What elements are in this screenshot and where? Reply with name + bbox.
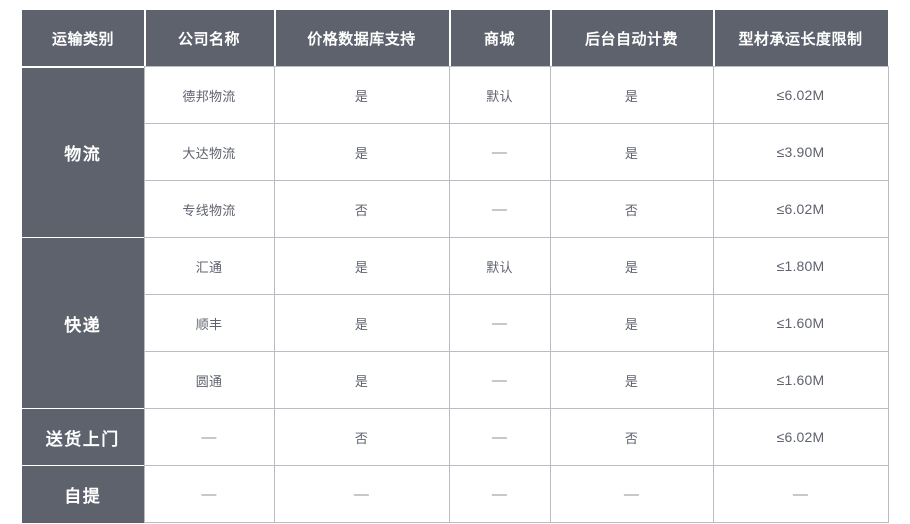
- cell-price-db-support: 是: [273, 66, 450, 124]
- cell-price-db-support: 否: [273, 408, 450, 466]
- cell-price-db-support: 是: [273, 351, 450, 409]
- table-header-row: 运输类别 公司名称 价格数据库支持 商城 后台自动计费 型材承运长度限制: [22, 10, 888, 67]
- cell-mall: —: [448, 465, 551, 523]
- cell-auto-billing: —: [549, 465, 714, 523]
- table-row: 大达物流是 — 是 ≤3.90M: [22, 123, 889, 181]
- cell-auto-billing: 是: [549, 123, 714, 181]
- cell-mall: 默认: [448, 237, 551, 295]
- cell-length-limit: ≤1.60M: [712, 351, 889, 409]
- cell-auto-billing: 是: [549, 351, 714, 409]
- category-cell-2: 快递: [22, 237, 144, 410]
- cell-length-limit: ≤6.02M: [712, 180, 889, 238]
- cell-company-name: 圆通: [143, 351, 275, 409]
- column-header-auto-billing: 后台自动计费: [550, 10, 713, 67]
- cell-mall: —: [448, 294, 551, 352]
- comparison-table-container: 运输类别 公司名称 价格数据库支持 商城 后台自动计费 型材承运长度限制 物流德…: [22, 10, 889, 523]
- cell-auto-billing: 是: [549, 237, 714, 295]
- column-header-mall: 商城: [449, 10, 550, 67]
- cell-length-limit: —: [712, 465, 889, 523]
- category-cell-4: 自提: [22, 465, 144, 523]
- category-cell-3: 送货上门: [22, 408, 144, 467]
- cell-company-name: 德邦物流: [143, 66, 275, 124]
- table-row: 自提 — — — — —: [22, 465, 889, 523]
- column-header-length-limit: 型材承运长度限制: [713, 10, 888, 67]
- table-row: 顺丰是 — 是 ≤1.60M: [22, 294, 889, 352]
- cell-company-name: 汇通: [143, 237, 275, 295]
- cell-auto-billing: 否: [549, 180, 714, 238]
- cell-auto-billing: 是: [549, 294, 714, 352]
- column-header-category: 运输类别: [22, 10, 144, 67]
- cell-mall: —: [448, 123, 551, 181]
- cell-mall: —: [448, 408, 551, 466]
- cell-length-limit: ≤3.90M: [712, 123, 889, 181]
- column-header-price-db: 价格数据库支持: [274, 10, 449, 67]
- cell-length-limit: ≤6.02M: [712, 66, 889, 124]
- cell-mall: —: [448, 351, 551, 409]
- table-body: 物流 德邦物流是默认是 ≤6.02M 大达物流是 — 是 ≤3.90M 专线物流否 — 否 ≤6.0…: [22, 65, 889, 523]
- table-header: 运输类别 公司名称 价格数据库支持 商城 后台自动计费 型材承运长度限制: [22, 10, 888, 67]
- category-cell-1: 物流: [22, 65, 144, 239]
- table-row: 圆通是 — 是 ≤1.60M: [22, 351, 889, 409]
- cell-length-limit: ≤1.80M: [712, 237, 889, 295]
- cell-length-limit: ≤6.02M: [712, 408, 889, 466]
- cell-company-name: 大达物流: [143, 123, 275, 181]
- table-row: 物流 德邦物流是默认是 ≤6.02M: [22, 65, 889, 239]
- cell-auto-billing: 是: [549, 66, 714, 124]
- cell-price-db-support: 是: [273, 294, 450, 352]
- cell-auto-billing: 否: [549, 408, 714, 466]
- cell-price-db-support: —: [273, 465, 450, 523]
- table-row: 快递 汇通是默认是 ≤1.80M: [22, 237, 889, 410]
- cell-company-name: 顺丰: [143, 294, 275, 352]
- cell-price-db-support: 是: [273, 123, 450, 181]
- cell-price-db-support: 否: [273, 180, 450, 238]
- cell-mall: —: [448, 180, 551, 238]
- cell-company-name: —: [143, 465, 275, 523]
- shipping-comparison-table: 运输类别 公司名称 价格数据库支持 商城 后台自动计费 型材承运长度限制 物流德…: [22, 10, 889, 523]
- column-header-company: 公司名称: [144, 10, 274, 67]
- table-row: 专线物流否 — 否 ≤6.02M: [22, 180, 889, 238]
- cell-length-limit: ≤1.60M: [712, 294, 889, 352]
- cell-mall: 默认: [448, 66, 551, 124]
- cell-company-name: 专线物流: [143, 180, 275, 238]
- cell-company-name: —: [143, 408, 275, 466]
- table-row: 送货上门 — 否 — 否 ≤6.02M: [22, 408, 889, 467]
- cell-price-db-support: 是: [273, 237, 450, 295]
